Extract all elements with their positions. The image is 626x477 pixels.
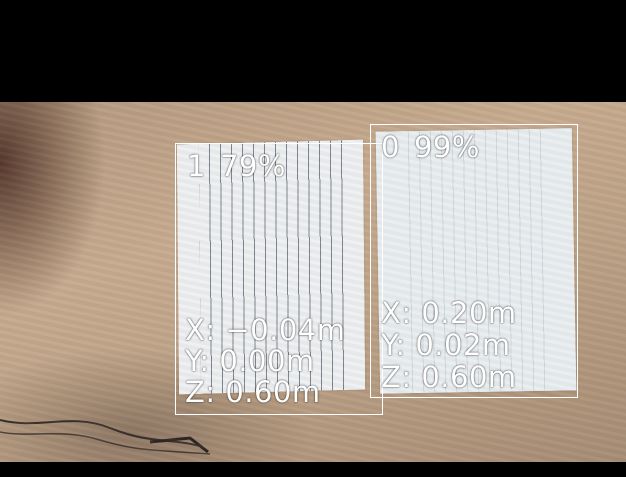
detection-0-confidence: 99% xyxy=(413,130,480,164)
detection-box-1 xyxy=(175,143,383,415)
detection-1-z: Z: 0.60m xyxy=(185,375,321,409)
detection-1-x: X: −0.04m xyxy=(185,313,346,347)
detection-0-x: X: 0.20m xyxy=(381,296,517,330)
detection-0-id: 0 xyxy=(381,130,400,164)
letterbox-top xyxy=(0,0,626,102)
detection-1-header: 1 79% xyxy=(187,152,286,181)
camera-frame xyxy=(0,102,626,462)
letterbox-bottom xyxy=(0,462,626,477)
detection-box-0 xyxy=(370,124,578,398)
detection-1-id: 1 xyxy=(187,149,206,183)
detection-1-y: Y: 0.00m xyxy=(185,344,315,378)
detection-0-header: 0 99% xyxy=(381,133,480,162)
cable xyxy=(0,419,211,455)
detection-0-z: Z: 0.60m xyxy=(381,360,517,394)
detection-0-y: Y: 0.02m xyxy=(381,328,511,362)
detection-1-confidence: 79% xyxy=(219,149,286,183)
